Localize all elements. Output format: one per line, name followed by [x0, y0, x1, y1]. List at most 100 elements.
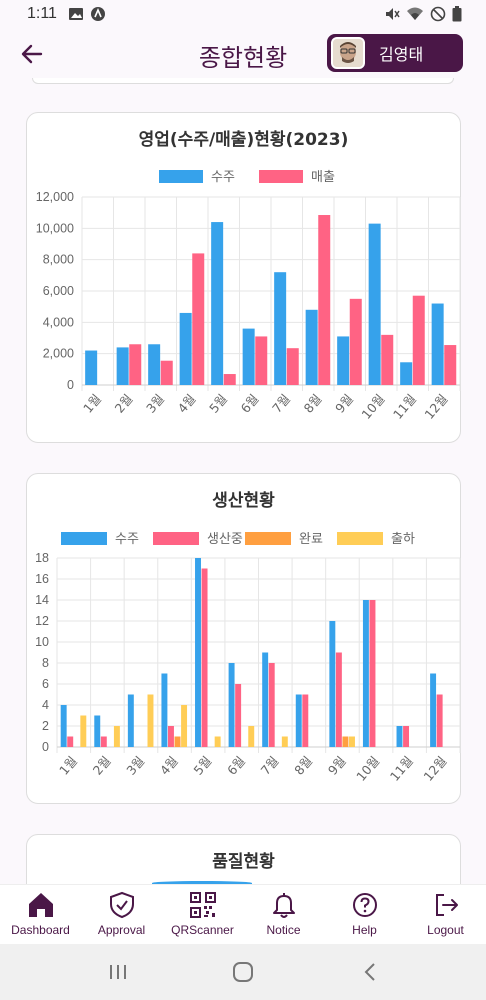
bar[interactable]: [214, 736, 221, 748]
legend-swatch[interactable]: [245, 532, 291, 545]
bar[interactable]: [268, 663, 275, 747]
bar[interactable]: [174, 736, 181, 748]
bar[interactable]: [67, 736, 74, 748]
y-tick-label: 4: [42, 698, 49, 712]
x-tick-label: 1월: [56, 753, 80, 778]
bar[interactable]: [349, 736, 355, 748]
nav-logout[interactable]: Logout: [405, 885, 486, 944]
bar[interactable]: [286, 348, 299, 385]
bar[interactable]: [192, 253, 205, 385]
bar[interactable]: [161, 673, 168, 748]
bar[interactable]: [85, 350, 98, 385]
bar[interactable]: [242, 328, 255, 385]
bar[interactable]: [160, 360, 173, 385]
y-tick-label: 8: [42, 656, 49, 670]
bar[interactable]: [129, 344, 142, 385]
legend-label[interactable]: 매출: [311, 170, 335, 185]
bar[interactable]: [255, 336, 268, 385]
bar[interactable]: [100, 736, 107, 748]
image-icon: [69, 8, 83, 20]
bar[interactable]: [302, 694, 309, 748]
bar[interactable]: [403, 726, 410, 747]
bar[interactable]: [148, 344, 161, 385]
bar[interactable]: [281, 736, 288, 748]
sales-chart: 수주 매출 0 2,000 4,000 6,000 8,000 10,000 12,000 1월 2…: [36, 170, 461, 422]
bar[interactable]: [396, 726, 403, 747]
bar[interactable]: [337, 336, 350, 385]
bar[interactable]: [80, 715, 87, 748]
bar[interactable]: [94, 715, 101, 748]
recent-apps-icon[interactable]: [108, 962, 128, 982]
bar[interactable]: [430, 673, 437, 748]
x-tick-label: 2월: [112, 391, 136, 416]
legend-swatch[interactable]: [159, 170, 203, 183]
nav-notice[interactable]: Notice: [243, 885, 324, 944]
legend-label[interactable]: 생산중: [207, 532, 243, 547]
nav-dashboard[interactable]: Dashboard: [0, 885, 81, 944]
bar[interactable]: [274, 272, 287, 385]
legend-label[interactable]: 완료: [299, 532, 323, 547]
system-back-icon[interactable]: [362, 962, 378, 982]
nav-help[interactable]: Help: [324, 885, 405, 944]
y-tick-label: 14: [35, 593, 49, 607]
legend-label[interactable]: 수주: [211, 170, 235, 185]
x-tick-label: 5월: [206, 391, 230, 416]
bar[interactable]: [195, 558, 201, 747]
bar[interactable]: [167, 726, 174, 747]
x-tick-label: 12월: [420, 753, 449, 784]
bar[interactable]: [335, 652, 342, 748]
bar[interactable]: [127, 694, 134, 748]
nav-approval[interactable]: Approval: [81, 885, 162, 944]
bar[interactable]: [381, 334, 394, 385]
y-tick-label: 10: [35, 635, 49, 649]
bar[interactable]: [201, 568, 208, 748]
bar[interactable]: [318, 215, 331, 385]
legend-swatch[interactable]: [259, 170, 303, 183]
production-chart: 수주 생산중 완료 출하 0 2 4 6 8 10 12 14 16 18 1월 2월 3월 4월 5월 6월 7월 8월…: [35, 532, 461, 784]
y-tick-label: 18: [35, 551, 49, 565]
back-button[interactable]: [14, 38, 50, 70]
status-time: 1:11: [27, 5, 57, 22]
bar[interactable]: [179, 312, 192, 385]
bar[interactable]: [211, 222, 224, 385]
y-tick-label: 4,000: [43, 315, 74, 329]
previous-card-edge: [32, 78, 454, 84]
bar[interactable]: [444, 345, 457, 385]
bar[interactable]: [431, 303, 444, 385]
bar[interactable]: [329, 621, 336, 747]
bar[interactable]: [412, 295, 425, 385]
bar[interactable]: [60, 705, 67, 747]
nav-label: Approval: [97, 923, 146, 937]
y-tick-label: 12: [35, 614, 49, 628]
bar[interactable]: [436, 694, 443, 748]
bar[interactable]: [181, 705, 188, 747]
legend-swatch[interactable]: [61, 532, 107, 545]
bar[interactable]: [147, 694, 154, 748]
bar[interactable]: [113, 726, 120, 747]
home-circle-icon[interactable]: [232, 962, 254, 982]
nav-label: QRScanner: [171, 923, 234, 937]
legend-swatch[interactable]: [337, 532, 383, 545]
bar[interactable]: [223, 374, 236, 385]
legend-label[interactable]: 수주: [115, 532, 139, 547]
bar[interactable]: [305, 309, 318, 385]
bar[interactable]: [400, 362, 413, 385]
user-avatar-icon: [333, 39, 363, 67]
nav-label: Help: [352, 923, 377, 937]
bar[interactable]: [349, 298, 362, 385]
user-chip[interactable]: 김영태: [327, 34, 463, 72]
legend-label[interactable]: 출하: [391, 532, 415, 547]
bar[interactable]: [295, 694, 302, 748]
nav-qrscanner[interactable]: QRScanner: [162, 885, 243, 944]
legend-swatch[interactable]: [153, 532, 199, 545]
bar[interactable]: [369, 600, 376, 747]
bar[interactable]: [235, 684, 242, 747]
bar[interactable]: [248, 726, 255, 747]
bar[interactable]: [342, 736, 349, 748]
bar[interactable]: [368, 223, 381, 385]
bar[interactable]: [262, 652, 269, 748]
bar[interactable]: [228, 663, 235, 747]
x-tick-label: 6월: [238, 391, 262, 416]
bar[interactable]: [116, 347, 129, 385]
bar[interactable]: [362, 600, 369, 747]
